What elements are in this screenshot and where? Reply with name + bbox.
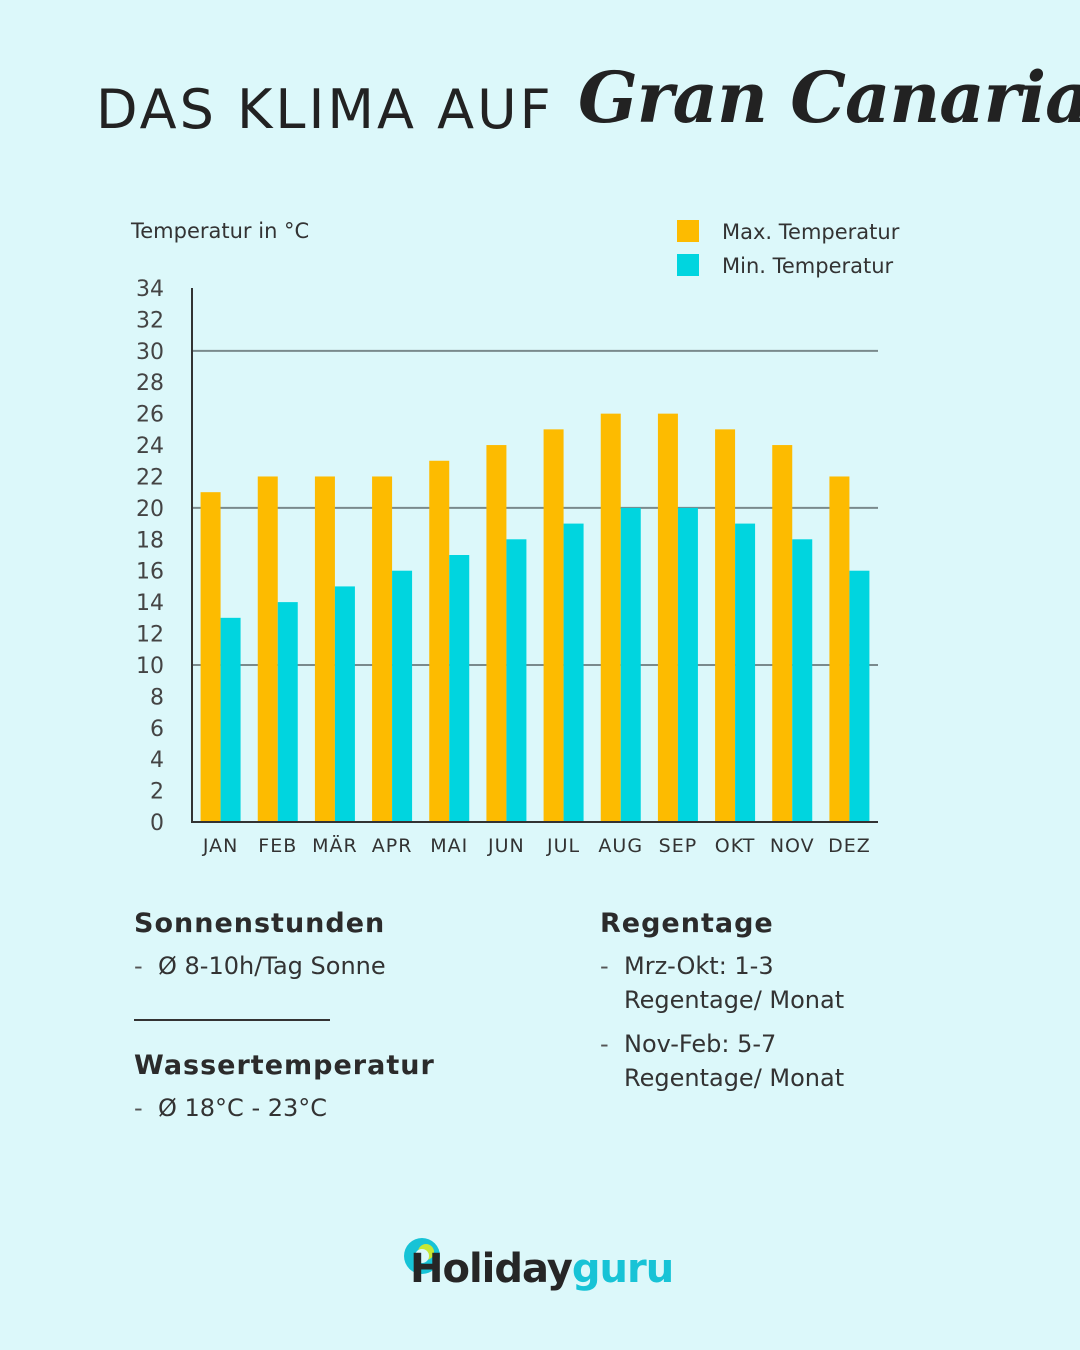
y-tick-label: 4 [150,748,164,773]
bar-max [829,476,850,822]
temperature-chart: Temperatur in °C024681012141618202224262… [130,219,900,857]
bar-min [334,586,355,822]
globe-icon [404,1238,440,1274]
x-tick-label: APR [372,835,413,857]
x-tick-label: JUL [546,835,580,857]
dash-icon: - [134,1094,143,1122]
logo-guru: guru [571,1246,674,1292]
y-tick-label: 12 [136,623,164,648]
dash-icon: - [600,1030,609,1058]
water-section: Wassertemperatur - Ø 18°C - 23°C [134,1050,554,1125]
y-tick-label: 18 [136,528,164,553]
bar-max [314,476,335,822]
bar-min [563,523,584,822]
dash-icon: - [134,952,143,980]
bar-max [200,492,221,822]
x-tick-label: JAN [202,835,238,857]
bar-min [735,523,756,822]
rain-section: Regentage - Mrz-Okt: 1-3 Regentage/ Mona… [600,908,890,1095]
sun-item: - Ø 8-10h/Tag Sonne [134,949,554,983]
rain-item-text: Nov-Feb: 5-7 Regentage/ Monat [624,1030,845,1092]
x-tick-label: MÄR [312,834,358,857]
y-tick-label: 30 [136,340,164,365]
x-tick-label: SEP [659,835,698,857]
x-tick-label: DEZ [828,835,871,857]
bar-max [657,413,678,822]
x-tick-label: OKT [715,835,756,857]
y-tick-label: 14 [136,591,164,616]
bar-max [486,445,507,822]
water-item-text: Ø 18°C - 23°C [158,1094,328,1122]
y-tick-label: 16 [136,560,164,585]
sun-item-text: Ø 8-10h/Tag Sonne [158,952,386,980]
x-tick-label: JUN [487,835,525,857]
x-tick-label: NOV [770,835,815,857]
title-main: DAS KLIMA AUF [96,78,554,141]
bar-max [429,460,450,822]
y-tick-label: 20 [136,497,164,522]
page-title: DAS KLIMA AUF Gran Canaria [0,40,1080,170]
y-tick-label: 6 [150,717,164,742]
bar-min [220,617,241,822]
bar-min [677,507,698,822]
bar-min [392,570,413,822]
y-tick-label: 10 [136,654,164,679]
y-tick-label: 0 [150,811,164,836]
bar-min [849,570,870,822]
x-tick-label: AUG [598,835,643,857]
y-tick-label: 24 [136,434,164,459]
sun-section: Sonnenstunden - Ø 8-10h/Tag Sonne [134,908,554,983]
water-item: - Ø 18°C - 23°C [134,1091,554,1125]
bar-max [772,445,793,822]
y-axis-label: Temperatur in °C [130,219,309,243]
legend-swatch [677,220,699,242]
bar-max [715,429,736,822]
y-tick-label: 8 [150,685,164,710]
sun-heading: Sonnenstunden [134,908,386,939]
y-tick-label: 22 [136,465,164,490]
dash-icon: - [600,952,609,980]
holidayguru-logo: Holidayguru [398,1232,698,1302]
y-tick-label: 26 [136,403,164,428]
rain-item: - Mrz-Okt: 1-3 Regentage/ Monat [600,949,890,1017]
y-tick-label: 2 [150,780,164,805]
bar-min [506,539,527,822]
divider [134,1019,330,1021]
bar-max [600,413,621,822]
bar-max [372,476,393,822]
x-tick-label: MAI [430,835,468,857]
logo-holiday: Holiday [410,1246,573,1292]
water-heading: Wassertemperatur [134,1050,435,1081]
bar-min [449,555,470,822]
legend-swatch [677,254,699,276]
x-tick-label: FEB [258,835,297,857]
legend-label: Max. Temperatur [722,220,900,244]
logo-text: Holidayguru [410,1246,674,1292]
y-tick-label: 28 [136,371,164,396]
y-tick-label: 34 [136,277,164,302]
bar-max [257,476,278,822]
bar-min [277,602,298,822]
bar-max [543,429,564,822]
bar-min [792,539,813,822]
rain-item-text: Mrz-Okt: 1-3 Regentage/ Monat [624,952,845,1014]
y-tick-label: 32 [136,308,164,333]
legend-label: Min. Temperatur [722,254,894,278]
rain-item: - Nov-Feb: 5-7 Regentage/ Monat [600,1027,890,1095]
title-script: Gran Canaria [578,56,1080,139]
bar-min [620,507,641,822]
rain-heading: Regentage [600,908,774,939]
